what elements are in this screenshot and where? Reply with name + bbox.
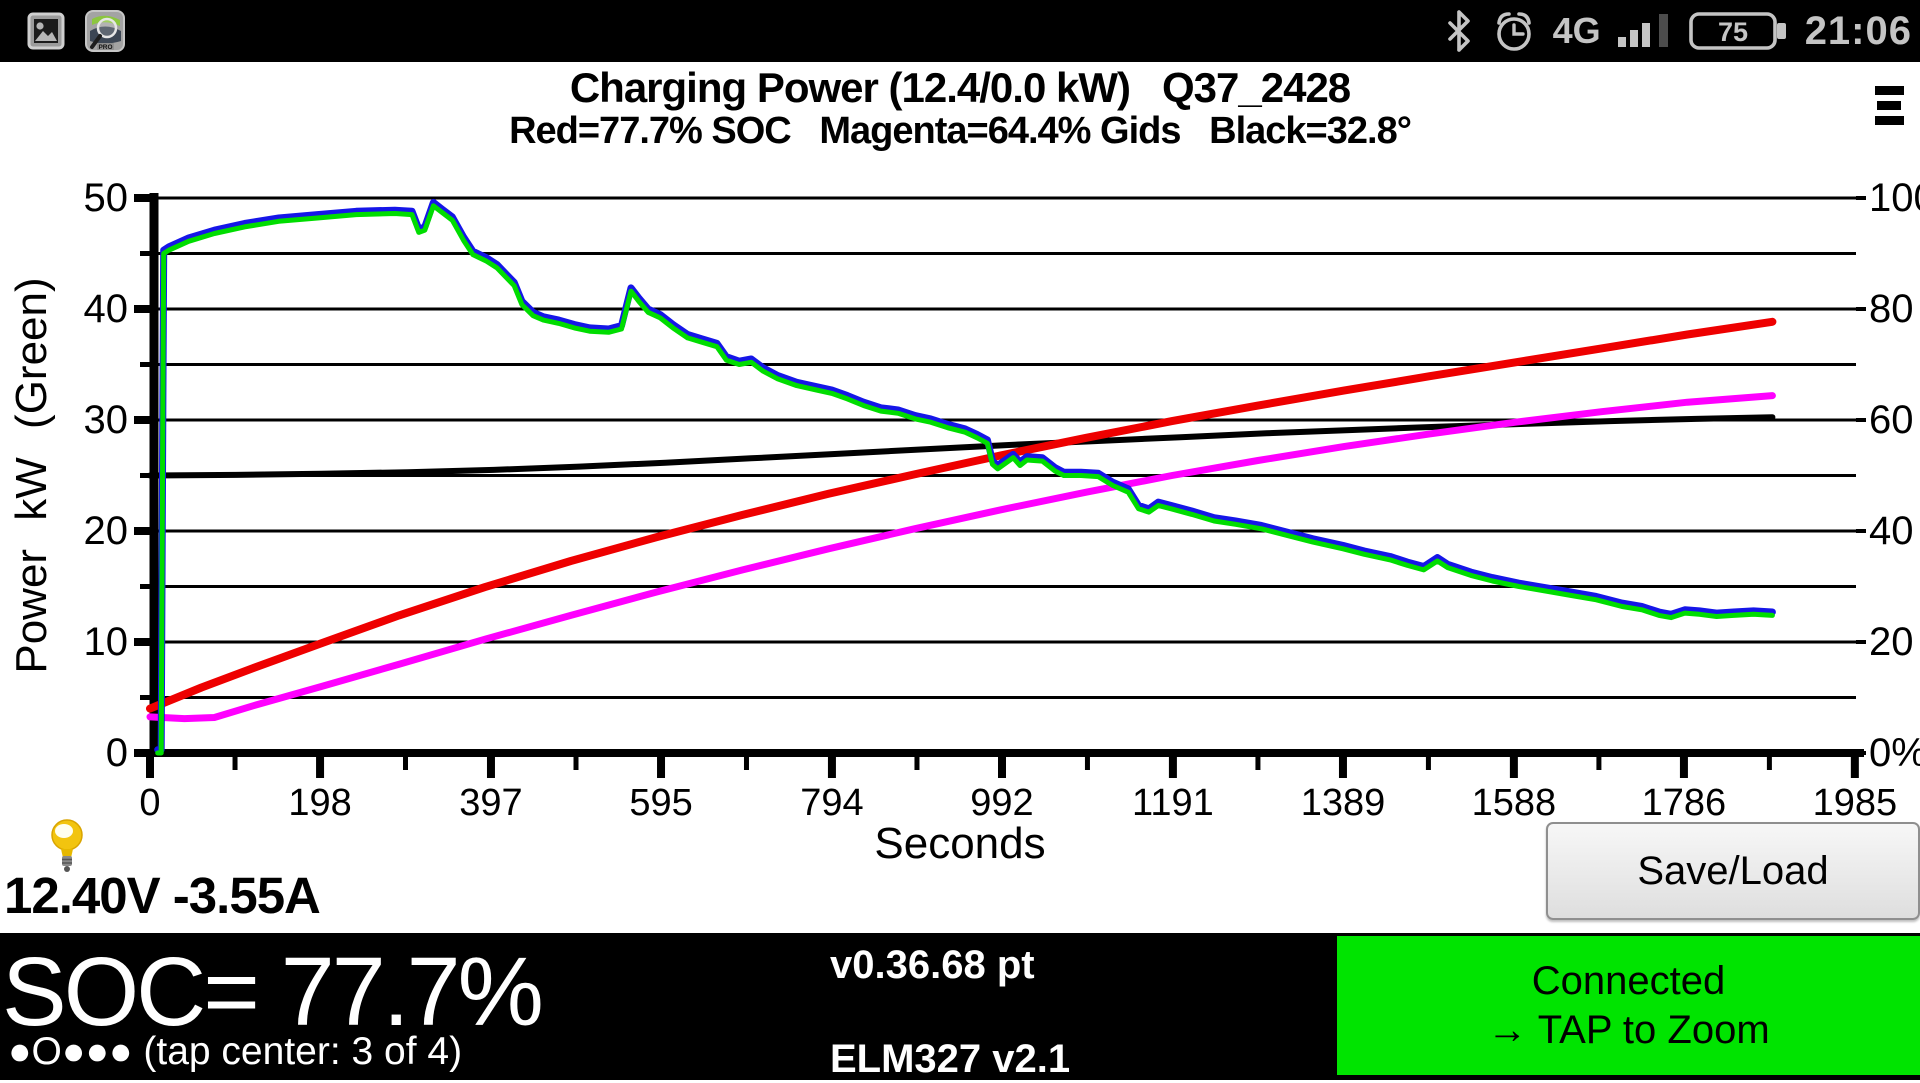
soc-display[interactable]: SOC= 77.7% [2, 937, 544, 1046]
series-gids_magenta [146, 392, 1776, 723]
adapter-version: ELM327 v2.1 [830, 1037, 1071, 1081]
y-axis-tick-label: 0 [106, 731, 128, 775]
x-axis-tick-label: 0 [139, 782, 160, 824]
series-power_green [155, 203, 1775, 756]
y-axis-tick-label: 40 [84, 287, 129, 331]
y-axis-title: Power kW (Green) [7, 277, 56, 673]
y2-axis-tick-label: 40 [1869, 509, 1914, 553]
y2-axis-tick-label: 100 [1869, 176, 1920, 220]
chart-title: Charging Power (12.4/0.0 kW) Q37_2428 [569, 64, 1351, 111]
signal-bars-icon [1617, 14, 1668, 47]
x-axis-tick-label: 1985 [1813, 782, 1898, 824]
y-axis-tick-label: 30 [84, 398, 129, 442]
x-axis-tick-label: 1191 [1132, 782, 1214, 824]
x-axis-tick-label: 992 [970, 782, 1033, 824]
clock-label: 21:06 [1804, 8, 1912, 53]
y-axis-tick-label: 20 [84, 509, 129, 553]
status-bar: PRO 4G 75 21:06 [0, 0, 1920, 62]
alarm-icon [1496, 12, 1531, 51]
page-dots-indicator[interactable]: ●O●●● (tap center: 3 of 4) [8, 1030, 463, 1073]
y2-axis-tick-label: 80 [1869, 287, 1914, 331]
x-axis-tick-label: 595 [629, 782, 692, 824]
save-load-button[interactable]: Save/Load [1546, 822, 1920, 920]
svg-text:PRO: PRO [98, 44, 112, 51]
x-axis-tick-label: 397 [459, 782, 522, 824]
x-axis-tick-label: 1786 [1642, 782, 1727, 824]
y2-axis-tick-label: 60 [1869, 398, 1914, 442]
x-axis-tick-label: 1588 [1472, 782, 1557, 824]
hamburger-menu-icon[interactable] [1875, 86, 1905, 128]
version-info: v0.36.68 pt ELM327 v2.1 [830, 942, 1070, 1083]
x-axis-tick-label: 198 [288, 782, 351, 824]
connection-status-panel[interactable]: Connected → TAP to Zoom [1337, 936, 1920, 1075]
x-axis-tick-label: 1389 [1301, 782, 1386, 824]
aux-battery-voltage-current: 12.40V -3.55A [4, 867, 321, 924]
bluetooth-icon [1447, 10, 1470, 52]
connection-status-label: Connected [1531, 958, 1726, 1003]
app-version: v0.36.68 pt [830, 943, 1035, 987]
leafspy-app-icon: PRO [85, 10, 125, 52]
x-axis-tick-label: 794 [800, 782, 863, 824]
y2-axis-tick-label: 0% [1869, 731, 1920, 775]
lightbulb-icon [51, 819, 83, 872]
y-axis-tick-label: 10 [84, 620, 129, 664]
network-type-label: 4G [1552, 10, 1601, 51]
x-axis-title: Seconds [874, 819, 1045, 868]
y2-axis-tick-label: 20 [1869, 620, 1914, 664]
battery-percent: 75 [1718, 17, 1748, 47]
chart-legend-subtitle: Red=77.7% SOC Magenta=64.4% Gids Black=3… [509, 110, 1412, 152]
tap-to-zoom-hint: → TAP to Zoom [1487, 1007, 1770, 1052]
gallery-notification-icon [27, 12, 65, 50]
battery-icon: 75 [1688, 12, 1786, 50]
y-axis-tick-label: 50 [84, 176, 129, 220]
series-soc_red [146, 317, 1777, 713]
